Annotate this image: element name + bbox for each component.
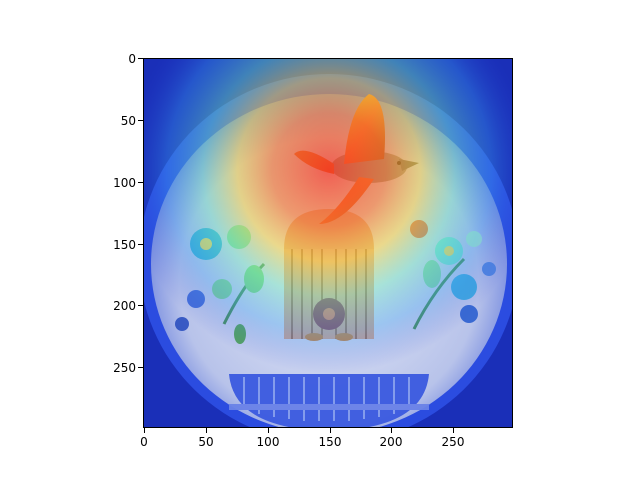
- y-tick-label: 50: [120, 114, 136, 128]
- x-tick-mark: [391, 428, 392, 433]
- y-tick-label: 0: [128, 52, 136, 66]
- y-tick-label: 100: [113, 176, 136, 190]
- x-tick-label: 250: [441, 435, 465, 449]
- x-tick-label: 50: [198, 435, 214, 449]
- x-tick-label: 150: [318, 435, 342, 449]
- y-tick-label: 150: [113, 238, 136, 252]
- x-tick-label: 0: [140, 435, 148, 449]
- y-tick-label: 250: [113, 361, 136, 375]
- x-tick-mark: [330, 428, 331, 433]
- x-tick-mark: [268, 428, 269, 433]
- y-tick-mark: [138, 120, 143, 121]
- x-tick-mark: [144, 428, 145, 433]
- x-tick-mark: [206, 428, 207, 433]
- x-tick-label: 200: [379, 435, 403, 449]
- image-axes: [143, 58, 513, 428]
- x-tick-label: 100: [256, 435, 280, 449]
- y-tick-mark: [138, 305, 143, 306]
- y-tick-mark: [138, 244, 143, 245]
- y-tick-label: 200: [113, 299, 136, 313]
- heatmap-image: [144, 59, 512, 427]
- y-tick-mark: [138, 58, 143, 59]
- y-tick-mark: [138, 367, 143, 368]
- y-tick-mark: [138, 182, 143, 183]
- x-tick-mark: [453, 428, 454, 433]
- heatmap-overlay: [144, 59, 512, 427]
